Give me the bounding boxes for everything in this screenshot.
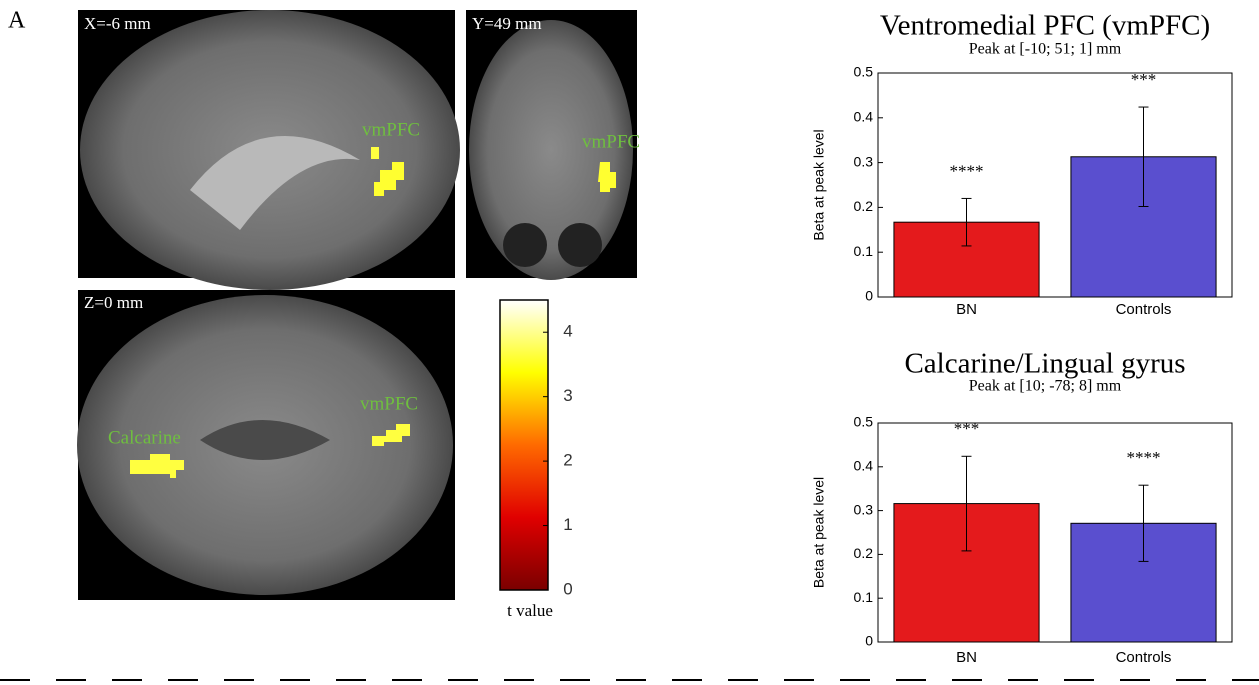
chart-title: Ventromedial PFC (vmPFC) [880,10,1210,42]
significance-label: **** [950,161,984,180]
y-tick-label: 0.5 [854,414,874,430]
colorbar-tick-label: 2 [563,451,572,470]
y-axis-label: Beta at peak level [811,129,827,240]
y-tick-label: 0.1 [854,589,874,605]
coronal-slice: Y=49 mm vmPFC [466,10,640,280]
axial-slice: Z=0 mm Calcarine vmPFC [77,290,455,600]
significance-label: *** [954,419,980,438]
y-tick-label: 0.4 [854,109,874,125]
colorbar: 0 1 2 3 4 t value [500,300,573,620]
y-axis-label: Beta at peak level [811,477,827,588]
y-tick-label: 0.2 [854,545,874,561]
chart-title: Calcarine/Lingual gyrus [904,348,1185,380]
slice-label: Z=0 mm [84,293,143,312]
figure: A X=-6 mm vmPFC Y=49 mm vmPFC Z=0 mm Cal… [0,0,1259,685]
y-tick-label: 0.4 [854,458,874,474]
x-tick-label: BN [956,649,977,666]
y-tick-label: 0.3 [854,153,874,169]
y-tick-label: 0 [865,633,873,649]
x-tick-label: Controls [1116,649,1172,666]
colorbar-tick-label: 4 [563,322,572,341]
x-tick-label: Controls [1116,301,1172,318]
charts: Ventromedial PFC (vmPFC)Peak at [-10; 51… [811,10,1232,666]
y-tick-label: 0.3 [854,501,874,517]
y-tick-label: 0 [865,288,873,304]
slice-label: Y=49 mm [472,14,542,33]
chart-subtitle: Peak at [10; -78; 8] mm [969,378,1122,395]
slice-label: X=-6 mm [84,14,151,33]
panel-label: A [8,8,26,34]
colorbar-tick-label: 1 [563,515,572,534]
colorbar-label: t value [507,601,553,620]
colorbar-tick-label: 3 [563,386,572,405]
colorbar-scale [500,300,548,590]
y-tick-label: 0.5 [854,64,874,80]
region-label: vmPFC [582,131,640,152]
region-label: Calcarine [108,427,181,448]
sagittal-slice: X=-6 mm vmPFC [78,10,460,290]
chart-subtitle: Peak at [-10; 51; 1] mm [969,41,1122,58]
colorbar-tick-label: 0 [563,579,572,598]
region-label: vmPFC [360,393,418,414]
x-tick-label: BN [956,301,977,318]
region-label: vmPFC [362,119,420,140]
y-tick-label: 0.1 [854,243,874,259]
significance-label: **** [1127,448,1161,467]
y-tick-label: 0.2 [854,198,874,214]
